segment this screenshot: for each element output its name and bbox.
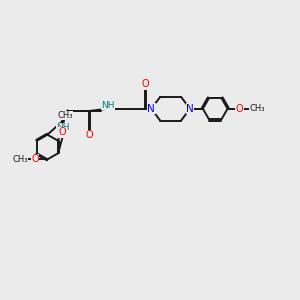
- Text: CH₃: CH₃: [12, 155, 28, 164]
- Text: O: O: [142, 79, 149, 89]
- Text: NH: NH: [101, 101, 115, 110]
- Text: CH₃: CH₃: [57, 111, 73, 120]
- Text: CH₃: CH₃: [250, 104, 265, 113]
- Text: O: O: [31, 154, 39, 164]
- Text: O: O: [86, 130, 94, 140]
- Text: O: O: [236, 104, 243, 114]
- Text: N: N: [147, 104, 155, 114]
- Text: NH: NH: [57, 123, 70, 132]
- Text: N: N: [186, 104, 194, 114]
- Text: O: O: [59, 128, 66, 137]
